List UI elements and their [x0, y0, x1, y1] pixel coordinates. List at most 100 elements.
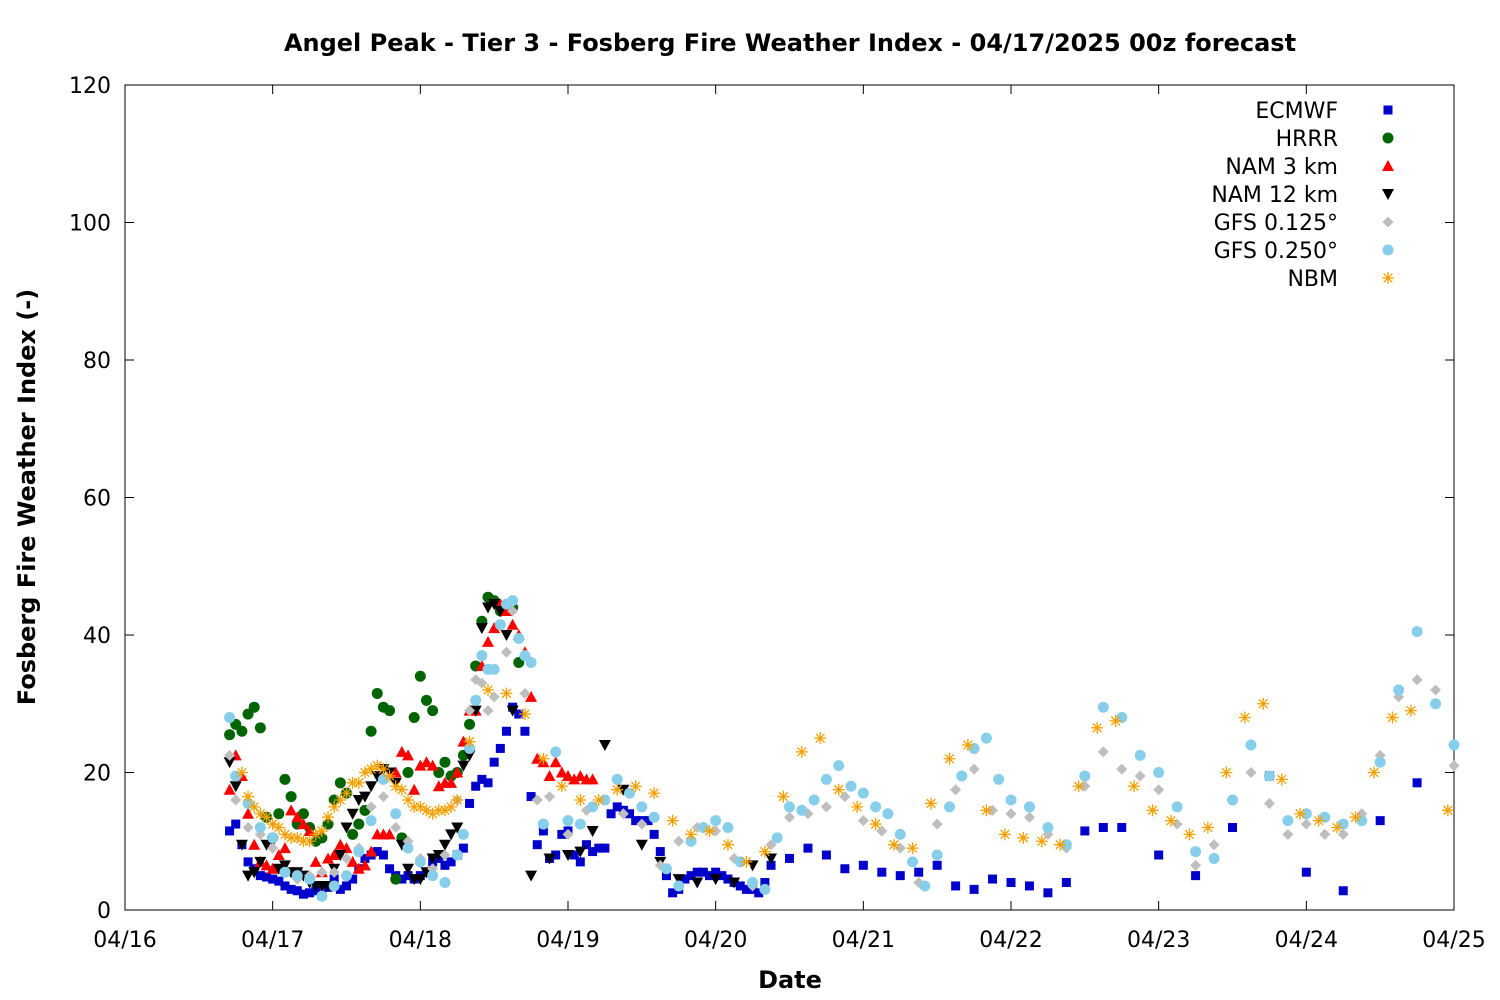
point-nam-3-km	[260, 859, 273, 871]
point-ecmwf	[385, 864, 395, 874]
point-nbm	[869, 818, 882, 831]
point-ecmwf	[625, 809, 635, 819]
point-nbm	[334, 794, 347, 806]
point-nbm	[1331, 821, 1344, 834]
point-gfs-0-250	[414, 856, 426, 868]
point-gfs-0-250	[304, 873, 316, 885]
point-gfs-0-250	[1374, 756, 1386, 768]
point-gfs-0-250	[476, 650, 488, 662]
point-ecmwf	[840, 864, 850, 874]
point-gfs-0-250	[494, 619, 506, 631]
point-ecmwf	[255, 871, 265, 881]
point-nbm	[358, 766, 371, 779]
y-axis: 0 20 40 60 80 100 120	[69, 74, 1454, 924]
point-nbm	[1164, 814, 1177, 827]
point-gfs-0-250	[685, 835, 697, 847]
legend-label-nbm: NBM	[1287, 267, 1338, 292]
point-gfs-0-250	[427, 870, 439, 882]
point-ecmwf	[225, 826, 235, 836]
point-ecmwf	[262, 872, 272, 882]
point-gfs-0-250	[1097, 701, 1109, 713]
point-nbm	[925, 797, 938, 810]
point-nam-3-km	[383, 828, 396, 840]
point-gfs-0-250	[673, 880, 685, 892]
point-ecmwf	[1301, 867, 1311, 877]
legend-label-ecmwf: ECMWF	[1255, 99, 1338, 124]
point-gfs-0-125	[1430, 684, 1442, 696]
point-gfs-0-250	[470, 694, 482, 706]
point-gfs-0-250	[254, 822, 266, 833]
x-tick-label: 04/22	[979, 928, 1042, 953]
point-gfs-0-250	[316, 890, 328, 902]
point-nam-3-km	[266, 862, 279, 874]
point-nam-12-km	[371, 770, 384, 782]
point-nam-12-km	[525, 870, 538, 882]
point-ecmwf	[520, 726, 530, 736]
point-ecmwf	[914, 867, 924, 877]
point-nbm	[518, 708, 531, 721]
point-nam-3-km	[408, 783, 421, 795]
point-hrrr	[297, 808, 309, 820]
point-nbm	[303, 835, 316, 848]
point-gfs-0-250	[1263, 770, 1275, 782]
x-tick-label: 04/25	[1422, 928, 1485, 953]
point-ecmwf	[655, 847, 665, 857]
legend-label-nam-12-km: NAM 12 km	[1211, 183, 1338, 208]
point-ecmwf	[440, 860, 450, 870]
point-gfs-0-125	[950, 784, 962, 796]
point-nbm	[555, 780, 568, 793]
point-nam-3-km	[389, 766, 402, 778]
point-nam-12-km	[475, 623, 488, 635]
point-nam-3-km	[223, 783, 236, 795]
point-gfs-0-250	[328, 880, 340, 892]
point-nam-12-km	[457, 760, 470, 772]
point-nbm	[1054, 838, 1067, 851]
point-ecmwf	[360, 853, 370, 863]
legend-label-hrrr: HRRR	[1276, 127, 1338, 152]
point-gfs-0-250	[562, 815, 574, 827]
legend-marker-hrrr	[1382, 132, 1394, 144]
point-nbm	[592, 794, 605, 806]
point-ecmwf	[477, 774, 487, 784]
point-nam-12-km	[340, 822, 353, 834]
point-gfs-0-250	[1134, 749, 1146, 761]
point-nam-3-km	[358, 859, 371, 871]
point-nam-12-km	[574, 846, 587, 858]
point-nam-3-km	[432, 780, 445, 792]
point-nbm	[906, 842, 919, 855]
point-gfs-0-125	[636, 818, 648, 830]
point-ecmwf	[643, 816, 653, 826]
point-ecmwf	[403, 871, 413, 881]
point-nam-12-km	[488, 599, 501, 611]
point-gfs-0-250	[919, 880, 931, 892]
chart-title: Angel Peak - Tier 3 - Fosberg Fire Weath…	[284, 29, 1296, 57]
point-ecmwf	[766, 860, 776, 870]
point-ecmwf	[1228, 823, 1237, 832]
point-nbm	[1017, 831, 1030, 844]
point-gfs-0-125	[931, 818, 943, 830]
point-hrrr	[316, 832, 328, 844]
point-hrrr	[285, 791, 297, 803]
point-nbm	[266, 818, 279, 831]
point-gfs-0-250	[1171, 801, 1183, 813]
point-ecmwf	[335, 884, 345, 894]
point-ecmwf	[1024, 881, 1034, 891]
point-nam-3-km	[297, 818, 310, 830]
point-hrrr	[464, 718, 476, 730]
point-ecmwf	[458, 843, 468, 853]
point-hrrr	[273, 808, 285, 820]
point-gfs-0-250	[1153, 767, 1165, 778]
point-ecmwf	[268, 874, 278, 884]
point-ecmwf	[877, 867, 887, 877]
point-gfs-0-250	[230, 770, 242, 782]
point-nbm	[888, 838, 901, 851]
point-nam-3-km	[303, 824, 316, 836]
point-gfs-0-250	[771, 832, 783, 844]
point-nam-12-km	[543, 853, 556, 865]
point-ecmwf	[951, 881, 961, 891]
point-nbm	[248, 800, 261, 813]
point-ecmwf	[661, 871, 671, 881]
point-gfs-0-250	[845, 780, 857, 792]
point-ecmwf	[397, 874, 407, 884]
point-nbm	[235, 766, 248, 779]
